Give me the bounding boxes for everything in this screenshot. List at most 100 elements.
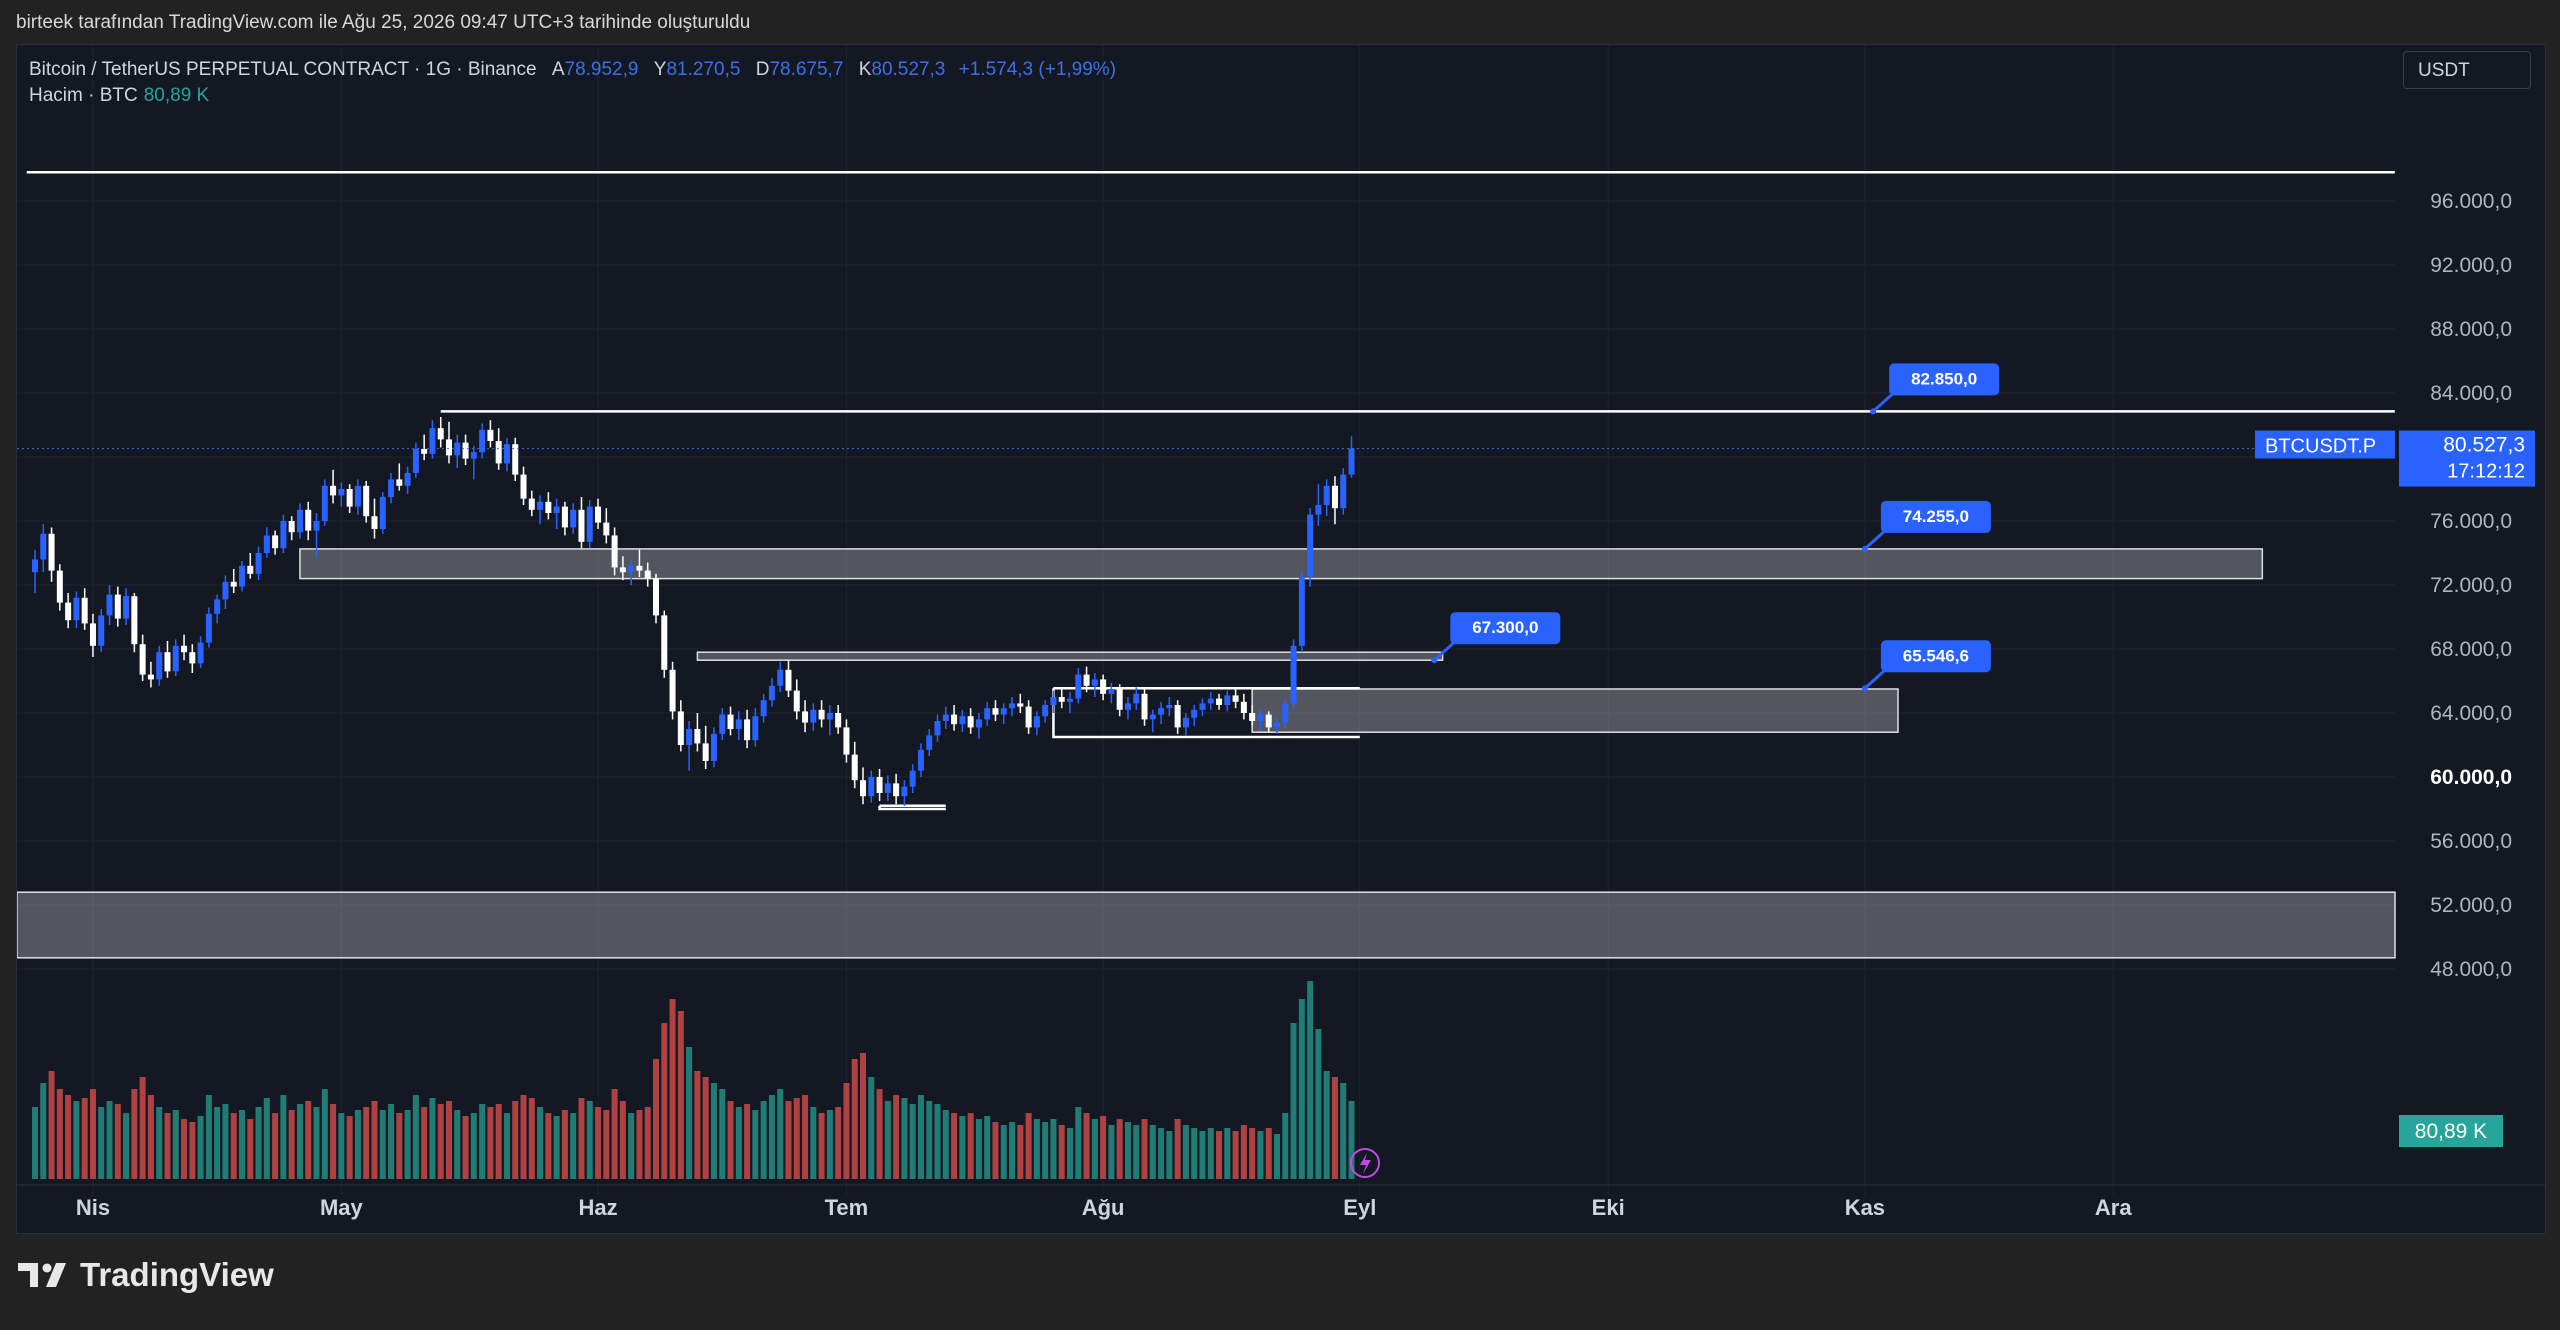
candle-body xyxy=(239,565,245,587)
candle-body xyxy=(727,714,734,729)
candle-body xyxy=(1257,714,1264,721)
last-price-text: 80.527,3 xyxy=(2443,434,2525,457)
volume-bar xyxy=(280,1095,287,1179)
candle-body xyxy=(1058,697,1065,702)
candle-body xyxy=(1249,713,1256,721)
volume-bar xyxy=(1042,1122,1049,1179)
candle-body xyxy=(553,506,560,513)
volume-bar xyxy=(1199,1131,1206,1179)
volume-bar xyxy=(73,1101,80,1179)
symbol-label-text: BTCUSDT.P xyxy=(2265,436,2376,458)
close-value: 80.527,3 xyxy=(871,59,946,80)
x-axis-tick-label: Haz xyxy=(578,1195,617,1220)
volume-bar xyxy=(710,1083,717,1179)
volume-bar xyxy=(619,1101,626,1179)
candle-body xyxy=(131,596,138,645)
candle-body xyxy=(768,685,775,701)
candle-body xyxy=(114,594,121,619)
volume-bar xyxy=(205,1095,212,1179)
volume-bar xyxy=(1100,1116,1107,1179)
candle-body xyxy=(462,442,469,459)
candle-body xyxy=(528,498,535,510)
volume-bar xyxy=(98,1107,105,1179)
candle-body xyxy=(56,570,63,603)
volume-bar xyxy=(744,1104,751,1179)
candle-body xyxy=(611,535,618,568)
volume-bar xyxy=(412,1095,419,1179)
candle-body xyxy=(1191,709,1198,718)
price-callout-pointer xyxy=(1433,641,1456,662)
candle-body xyxy=(967,716,974,728)
candle-body xyxy=(123,596,130,619)
chart-panel[interactable]: 82.850,0 74.255,0 67.300,0 65.546,6 96.000,0… xyxy=(16,44,2546,1234)
volume-bar xyxy=(884,1101,891,1179)
volume-bar xyxy=(462,1116,469,1179)
currency-selector[interactable]: USDT xyxy=(2403,51,2531,89)
volume-bar xyxy=(230,1113,237,1179)
candle-body xyxy=(1100,679,1107,694)
candle-body xyxy=(503,444,510,464)
volume-bar xyxy=(56,1089,63,1179)
candle-body xyxy=(909,770,916,787)
tradingview-brand[interactable]: TradingView xyxy=(18,1256,274,1294)
volume-bar xyxy=(89,1089,96,1179)
candle-body xyxy=(537,501,544,510)
volume-bar xyxy=(1191,1128,1198,1179)
volume-bar xyxy=(835,1107,842,1179)
volume-bar xyxy=(40,1083,47,1179)
candle-body xyxy=(164,652,171,672)
volume-bar xyxy=(189,1122,196,1179)
candle-body xyxy=(1315,505,1322,515)
candle-body xyxy=(263,535,270,553)
volume-bar xyxy=(1232,1131,1239,1179)
y-axis-tick-label: 48.000,0 xyxy=(2430,958,2512,981)
volume-bar xyxy=(1149,1125,1156,1179)
candle-body xyxy=(710,733,717,761)
candle-body xyxy=(139,644,146,675)
candle-body xyxy=(1141,693,1148,720)
volume-bar xyxy=(1249,1128,1256,1179)
volume-bar xyxy=(851,1059,858,1179)
candle-body xyxy=(305,509,312,531)
volume-label[interactable]: Hacim · BTC xyxy=(29,85,138,106)
candle-body xyxy=(197,642,204,664)
symbol-name[interactable]: Bitcoin / TetherUS PERPETUAL CONTRACT · … xyxy=(29,59,537,80)
volume-bar xyxy=(1290,1023,1297,1179)
candle-body xyxy=(1124,703,1131,710)
volume-bar xyxy=(537,1107,544,1179)
volume-bar xyxy=(644,1107,651,1179)
candle-body xyxy=(40,533,47,560)
volume-bar xyxy=(354,1110,361,1179)
volume-bar xyxy=(123,1113,130,1179)
volume-bar xyxy=(545,1113,552,1179)
volume-bar xyxy=(661,1023,668,1179)
volume-bar xyxy=(1348,1101,1355,1179)
candle-body xyxy=(446,439,452,456)
candle-body xyxy=(702,743,709,761)
candle-body xyxy=(1323,485,1330,505)
candle-body xyxy=(512,444,519,475)
candle-body xyxy=(247,565,254,574)
candle-body xyxy=(65,602,72,621)
candle-body xyxy=(1182,717,1189,728)
candle-body xyxy=(868,777,875,797)
volume-bar xyxy=(114,1104,121,1179)
candle-body xyxy=(470,452,477,459)
price-callout-anchor xyxy=(1870,408,1877,415)
volume-bar xyxy=(1108,1125,1115,1179)
x-axis-tick-label: May xyxy=(320,1195,364,1220)
candle-body xyxy=(884,783,891,793)
volume-bar xyxy=(321,1089,328,1179)
candle-body xyxy=(677,711,684,745)
volume-bar xyxy=(81,1098,88,1179)
volume-bar xyxy=(1166,1131,1173,1179)
candle-body xyxy=(479,429,486,453)
candle-body xyxy=(1091,679,1098,686)
candle-body xyxy=(495,441,502,464)
candle-body xyxy=(1282,703,1289,723)
price-chart[interactable]: 82.850,0 74.255,0 67.300,0 65.546,6 96.000,0… xyxy=(17,45,2545,1233)
volume-bar xyxy=(818,1113,825,1179)
volume-bar xyxy=(379,1110,386,1179)
candle-body xyxy=(810,709,817,723)
y-axis-tick-label: 92.000,0 xyxy=(2430,254,2512,277)
